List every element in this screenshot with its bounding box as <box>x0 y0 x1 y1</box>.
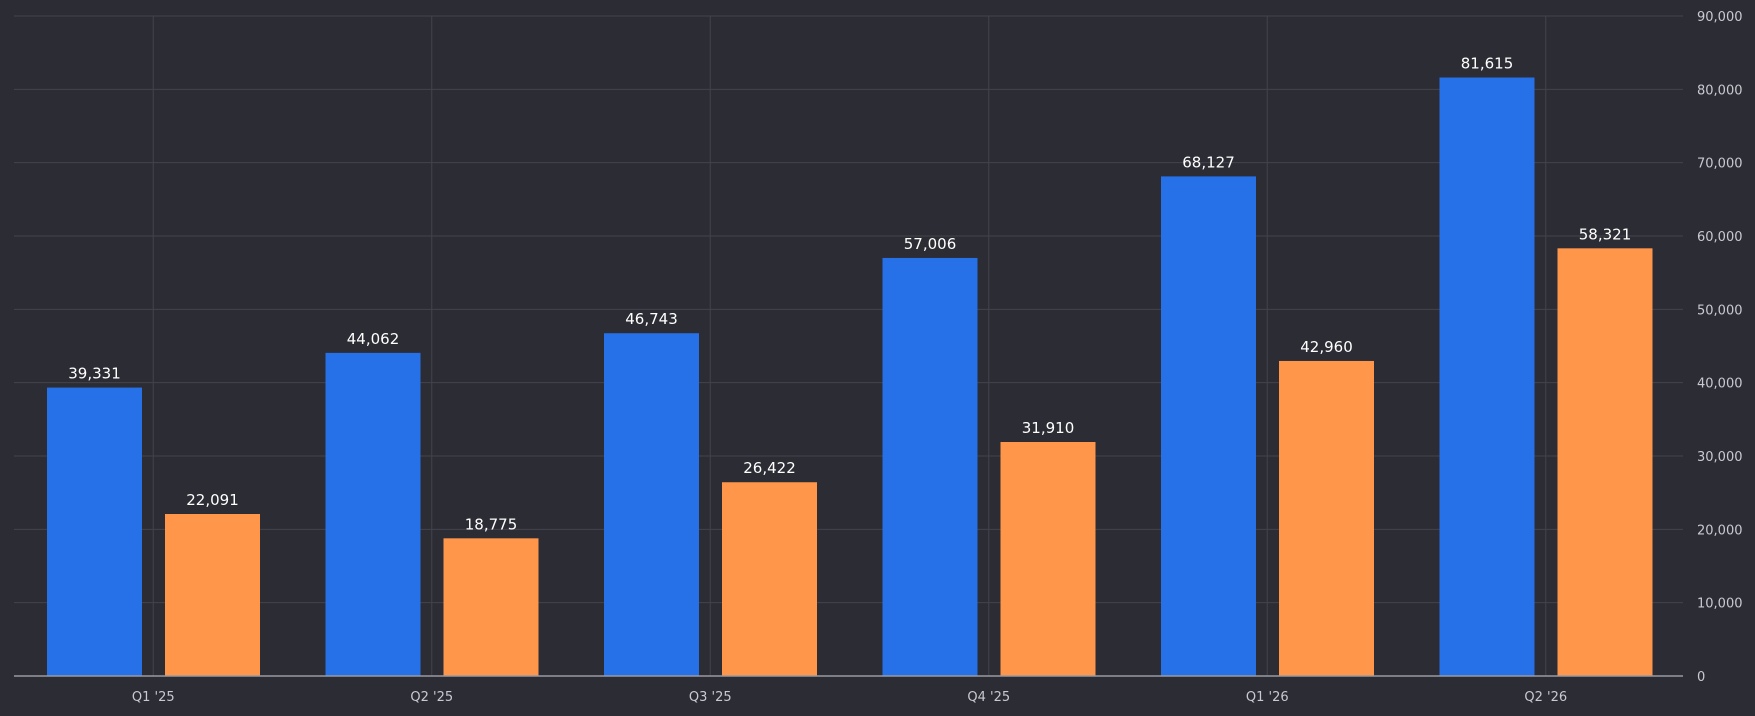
data-label: 81,615 <box>1461 54 1514 72</box>
x-tick-label: Q1 '25 <box>132 690 175 705</box>
bar-series-2 <box>722 482 817 676</box>
data-label: 26,422 <box>743 459 796 477</box>
bar-series-1 <box>325 352 421 676</box>
data-label: 68,127 <box>1182 153 1235 171</box>
bar-series-2 <box>1000 441 1096 676</box>
x-tick-label: Q2 '26 <box>1524 690 1567 705</box>
label-layer: 39,331 44,062 46,743 57,006 68,127 81,615 22,0… <box>68 54 1631 533</box>
data-label: 57,006 <box>904 235 957 253</box>
data-label: 18,775 <box>465 515 518 533</box>
data-label: 46,743 <box>625 310 678 328</box>
bar-series-2 <box>1279 360 1374 676</box>
y-tick-label: 70,000 <box>1697 157 1743 172</box>
x-tick-label: Q1 '26 <box>1246 690 1289 705</box>
bar-series-1 <box>1439 77 1535 677</box>
y-tick-label: 50,000 <box>1697 303 1743 318</box>
x-tick-label: Q4 '25 <box>967 690 1010 705</box>
x-tick-label: Q2 '25 <box>410 690 453 705</box>
data-label: 39,331 <box>68 365 121 383</box>
bar-series-2 <box>443 538 539 676</box>
data-label: 58,321 <box>1579 225 1632 243</box>
data-label: 42,960 <box>1300 338 1353 356</box>
x-tick-label: Q3 '25 <box>689 690 732 705</box>
data-label: 31,910 <box>1022 419 1075 437</box>
y-tick-label: 20,000 <box>1697 523 1743 538</box>
y-tick-label: 40,000 <box>1697 377 1743 392</box>
data-label: 44,062 <box>347 330 400 348</box>
bar-series-1 <box>604 333 699 676</box>
y-tick-label: 30,000 <box>1697 450 1743 465</box>
y-tick-label: 10,000 <box>1697 597 1743 612</box>
axis-layer: 0 10,000 20,000 30,000 40,000 50,000 60,000 70,… <box>14 10 1743 705</box>
y-tick-label: 90,000 <box>1697 10 1743 25</box>
y-tick-label: 80,000 <box>1697 83 1743 98</box>
bar-series-1 <box>47 387 142 676</box>
bar-series-1 <box>1161 176 1256 677</box>
data-label: 22,091 <box>186 491 239 509</box>
bar-series-2 <box>1557 248 1653 676</box>
y-tick-label: 0 <box>1697 670 1705 685</box>
bar-layer <box>47 77 1653 677</box>
bar-series-2 <box>165 513 260 676</box>
grid-layer <box>14 15 1683 676</box>
bar-series-1 <box>882 257 978 676</box>
y-tick-label: 60,000 <box>1697 230 1743 245</box>
